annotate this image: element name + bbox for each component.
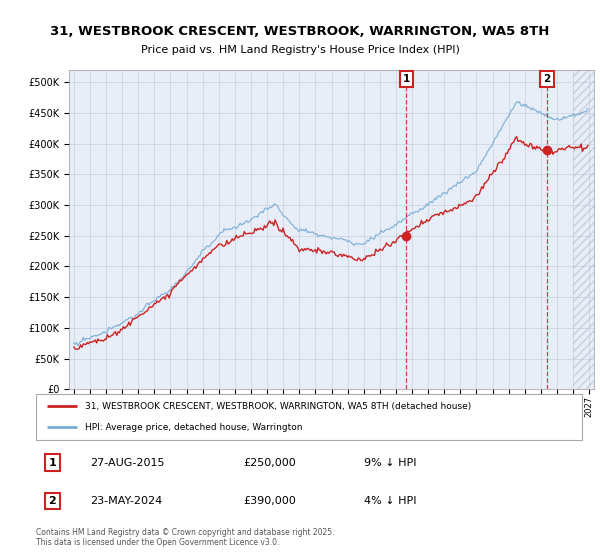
Text: 23-MAY-2024: 23-MAY-2024 — [91, 496, 163, 506]
Text: 2: 2 — [49, 496, 56, 506]
Text: 2: 2 — [544, 74, 551, 84]
Text: 31, WESTBROOK CRESCENT, WESTBROOK, WARRINGTON, WA5 8TH: 31, WESTBROOK CRESCENT, WESTBROOK, WARRI… — [50, 25, 550, 38]
Text: 31, WESTBROOK CRESCENT, WESTBROOK, WARRINGTON, WA5 8TH (detached house): 31, WESTBROOK CRESCENT, WESTBROOK, WARRI… — [85, 402, 472, 410]
Text: Price paid vs. HM Land Registry's House Price Index (HPI): Price paid vs. HM Land Registry's House … — [140, 45, 460, 55]
Text: £390,000: £390,000 — [244, 496, 296, 506]
Text: 1: 1 — [403, 74, 410, 84]
FancyBboxPatch shape — [36, 394, 582, 440]
Text: HPI: Average price, detached house, Warrington: HPI: Average price, detached house, Warr… — [85, 423, 302, 432]
Text: 1: 1 — [49, 458, 56, 468]
Text: £250,000: £250,000 — [244, 458, 296, 468]
Text: 27-AUG-2015: 27-AUG-2015 — [91, 458, 165, 468]
Bar — [573, 70, 594, 389]
Text: 9% ↓ HPI: 9% ↓ HPI — [364, 458, 416, 468]
Bar — [573, 70, 594, 389]
Text: Contains HM Land Registry data © Crown copyright and database right 2025.
This d: Contains HM Land Registry data © Crown c… — [36, 528, 335, 547]
Text: 4% ↓ HPI: 4% ↓ HPI — [364, 496, 416, 506]
